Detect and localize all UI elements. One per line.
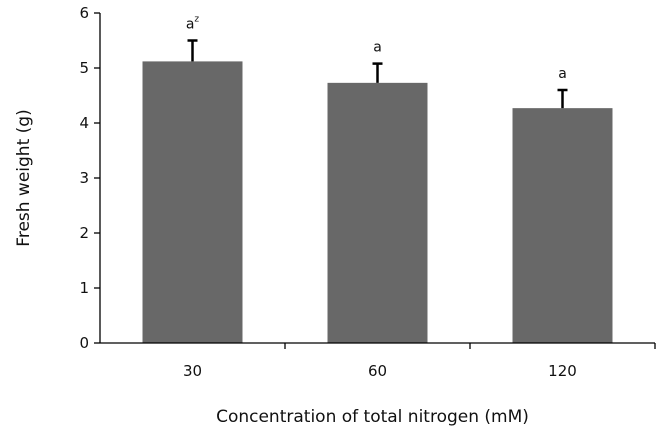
y-tick-label: 3 bbox=[79, 169, 89, 187]
y-tick-label: 6 bbox=[79, 4, 89, 22]
significance-labels: az a a bbox=[186, 15, 567, 83]
significance-letter-60: a bbox=[373, 40, 382, 56]
y-tick-label: 5 bbox=[79, 59, 89, 77]
bar-60 bbox=[327, 82, 428, 343]
x-tick-label-60: 60 bbox=[368, 362, 387, 380]
y-tick-label: 2 bbox=[79, 224, 89, 242]
y-ticks: 0 1 2 3 4 5 6 bbox=[79, 4, 100, 352]
x-tick-label-120: 120 bbox=[548, 362, 577, 380]
y-tick-label: 1 bbox=[79, 279, 89, 297]
x-ticks: 30 60 120 bbox=[183, 343, 656, 380]
bars bbox=[142, 61, 613, 344]
significance-letter-30: az bbox=[186, 15, 200, 33]
y-axis-title: Fresh weight (g) bbox=[14, 109, 34, 246]
x-tick-label-30: 30 bbox=[183, 362, 202, 380]
y-tick-label: 0 bbox=[79, 334, 89, 352]
significance-letter-120: a bbox=[558, 66, 567, 82]
bar-120 bbox=[512, 108, 613, 344]
error-bars bbox=[187, 39, 568, 109]
x-axis-title: Concentration of total nitrogen (mM) bbox=[216, 407, 529, 427]
bar-30 bbox=[142, 61, 243, 344]
y-tick-label: 4 bbox=[79, 114, 89, 132]
